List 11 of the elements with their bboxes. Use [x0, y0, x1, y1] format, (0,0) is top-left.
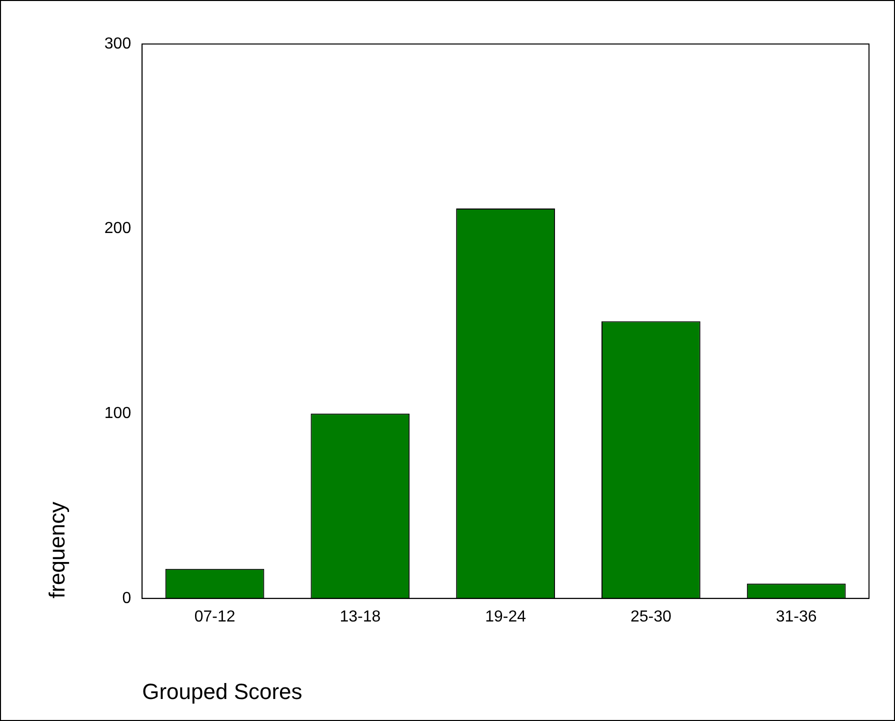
x-tick-label: 19-24 — [485, 608, 526, 626]
x-tick-label: 07-12 — [194, 608, 236, 626]
y-axis-title: frequency — [44, 502, 70, 598]
x-tick-label: 13-18 — [340, 608, 381, 626]
x-axis-title: Grouped Scores — [142, 678, 302, 704]
x-tick-label: 25-30 — [630, 608, 672, 626]
y-tick-label: 200 — [104, 220, 132, 238]
y-tick-label: 300 — [104, 35, 132, 52]
y-tick-label: 0 — [122, 590, 132, 607]
x-tick-label: 31-36 — [776, 608, 817, 626]
y-tick-label: 100 — [104, 405, 132, 422]
